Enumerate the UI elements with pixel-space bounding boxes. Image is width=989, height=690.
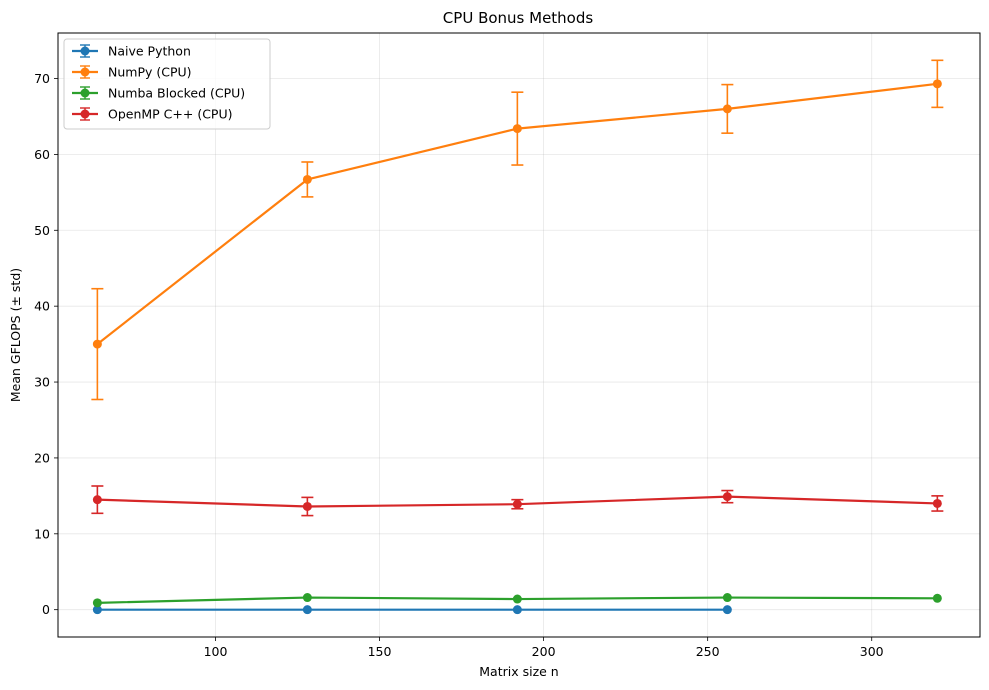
legend-label: NumPy (CPU): [108, 65, 192, 80]
legend-entry: Numba Blocked (CPU): [72, 86, 245, 101]
data-point: [512, 124, 522, 134]
legend-marker: [80, 67, 90, 77]
y-tick-label: 20: [34, 450, 50, 465]
legend-box: [63, 38, 271, 130]
data-point: [512, 499, 522, 509]
series-2: [92, 593, 942, 608]
data-point: [932, 498, 942, 508]
legend-marker: [80, 109, 90, 119]
data-point: [512, 605, 522, 615]
y-tick-label: 50: [34, 223, 50, 238]
chart-title: CPU Bonus Methods: [443, 9, 594, 27]
y-tick-label: 40: [34, 299, 50, 314]
grid: [58, 33, 980, 637]
legend-label: Numba Blocked (CPU): [108, 86, 245, 101]
data-point: [722, 605, 732, 615]
legend-entry: Naive Python: [72, 44, 191, 59]
y-tick-label: 30: [34, 375, 50, 390]
data-point: [302, 605, 312, 615]
data-point: [302, 501, 312, 511]
data-point: [92, 605, 102, 615]
series-3: [91, 485, 944, 517]
series-0: [92, 605, 732, 615]
data-point: [92, 598, 102, 608]
legend-label: Naive Python: [108, 44, 191, 59]
legend-entry: OpenMP C++ (CPU): [72, 107, 233, 122]
data-point: [722, 593, 732, 603]
y-axis-title: Mean GFLOPS (± std): [8, 268, 23, 402]
data-point: [302, 174, 312, 184]
y-tick-label: 0: [42, 602, 50, 617]
legend-entry: NumPy (CPU): [72, 65, 192, 80]
x-tick-label: 100: [204, 644, 228, 659]
legend: Naive Python NumPy (CPU) Numba Blocked (CP…: [63, 38, 271, 130]
series-1: [91, 59, 944, 401]
y-tick-label: 60: [34, 147, 50, 162]
axis-ticks: 100 150 200 250 300 0 10 20 30 40 50 60 70: [34, 71, 884, 659]
x-tick-label: 250: [696, 644, 720, 659]
legend-label: OpenMP C++ (CPU): [108, 107, 233, 122]
data-point: [722, 104, 732, 114]
data-point: [722, 492, 732, 502]
data-point: [932, 79, 942, 89]
y-tick-label: 10: [34, 526, 50, 541]
data-point: [92, 339, 102, 349]
data-point: [92, 495, 102, 505]
data-point: [302, 593, 312, 603]
legend-marker: [80, 46, 90, 56]
y-tick-label: 70: [34, 71, 50, 86]
data-point: [932, 593, 942, 603]
x-tick-label: 300: [860, 644, 884, 659]
legend-marker: [80, 88, 90, 98]
series-layer: [91, 59, 944, 615]
x-axis-title: Matrix size n: [479, 664, 558, 679]
plot-frame: [57, 32, 981, 638]
data-point: [512, 594, 522, 604]
x-tick-label: 200: [532, 644, 556, 659]
x-tick-label: 150: [368, 644, 392, 659]
